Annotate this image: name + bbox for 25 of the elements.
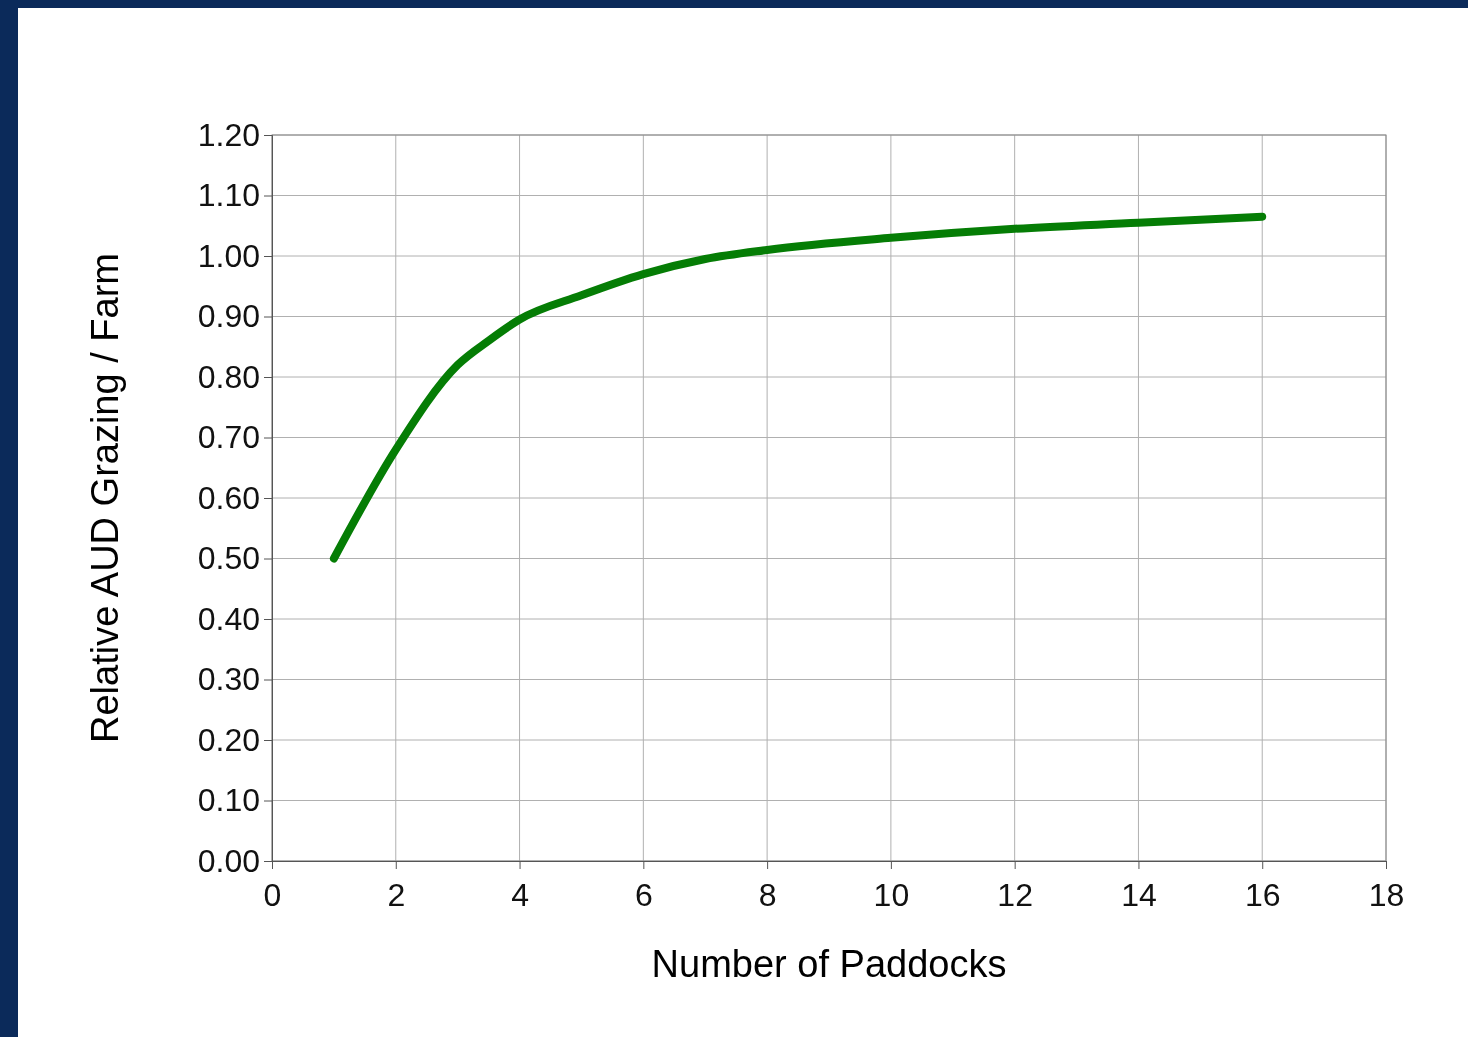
y-tick-label: 0.70 xyxy=(197,419,260,456)
x-tick-label: 14 xyxy=(1121,876,1157,913)
y-tick-label: 0.20 xyxy=(197,721,260,758)
x-tick-label: 10 xyxy=(873,876,910,913)
x-tick-label: 2 xyxy=(387,876,406,913)
y-tick-label: 0.40 xyxy=(197,600,260,637)
x-tick-label: 4 xyxy=(511,876,529,913)
y-tick-label: 1.00 xyxy=(197,237,260,274)
x-tick-label: 6 xyxy=(634,876,653,913)
y-axis-title: Relative AUD Grazing / Farm xyxy=(84,253,126,743)
x-tick-label: 12 xyxy=(997,876,1033,913)
y-tick-label: 0.50 xyxy=(197,540,260,577)
y-tick-label: 1.20 xyxy=(197,116,260,153)
y-tick-label: 1.10 xyxy=(197,177,260,214)
y-tick-label: 0.10 xyxy=(197,782,260,819)
y-tick-label: 0.80 xyxy=(197,358,260,395)
y-tick-label: 0.00 xyxy=(197,842,260,879)
y-tick-label: 0.90 xyxy=(197,298,260,335)
x-tick-label: 0 xyxy=(263,876,282,913)
x-tick-label: 8 xyxy=(758,876,777,913)
y-tick-label: 0.30 xyxy=(197,661,260,698)
x-tick-label: 18 xyxy=(1368,876,1405,913)
y-tick-label: 0.60 xyxy=(197,479,260,516)
x-axis-title: Number of Paddocks xyxy=(651,943,1007,985)
x-tick-label: 16 xyxy=(1244,876,1281,913)
